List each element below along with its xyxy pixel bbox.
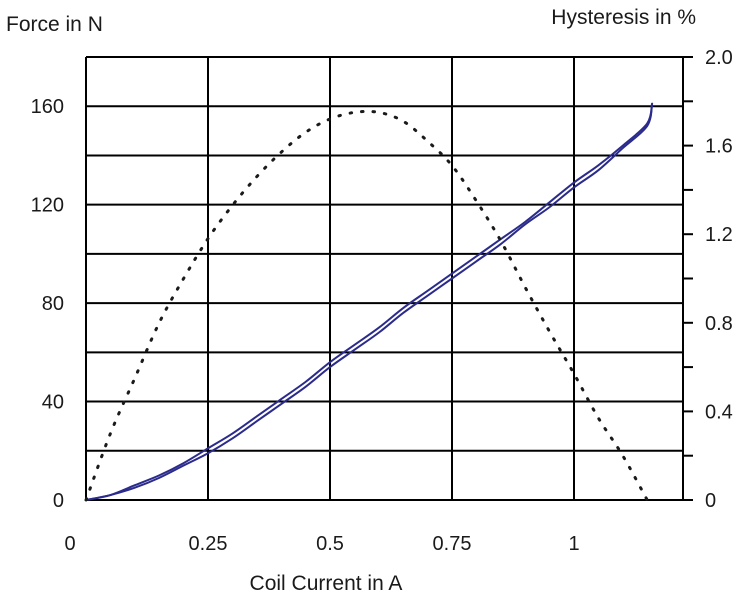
y-left-tick-label: 0	[53, 490, 64, 512]
y-left-axis-title: Force in N	[6, 13, 103, 36]
y-right-tick-label: 0	[705, 490, 716, 512]
tick-labels: 0 40 80 120 160 0 0.4 0.8 1.2 1.6 2.0 0 0.25 0.5 0.75 1	[31, 47, 733, 555]
y-left-tick-label: 40	[42, 392, 64, 414]
x-axis-title: Coil Current in A	[250, 572, 403, 595]
y-right-tick-label: 1.2	[705, 224, 733, 246]
x-tick-label: 0	[64, 533, 75, 555]
x-tick-label: 0.5	[316, 533, 344, 555]
x-tick-label: 0.75	[433, 533, 472, 555]
force-series-line	[85, 102, 654, 501]
y-right-axis-title: Hysteresis in %	[551, 6, 696, 29]
x-tick-label: 0.25	[189, 533, 228, 555]
y-left-tick-label: 80	[42, 293, 64, 315]
grid-lines	[85, 56, 693, 501]
y-right-tick-label: 2.0	[705, 47, 733, 69]
x-tick-label: 1	[568, 533, 579, 555]
y-right-tick-label: 0.4	[705, 401, 733, 423]
y-left-tick-label: 160	[31, 96, 64, 118]
y-right-tick-label: 1.6	[705, 136, 733, 158]
y-left-tick-label: 120	[31, 195, 64, 217]
series-layer	[84, 102, 654, 502]
y-right-tick-label: 0.8	[705, 313, 733, 335]
force-series-line	[85, 102, 654, 501]
